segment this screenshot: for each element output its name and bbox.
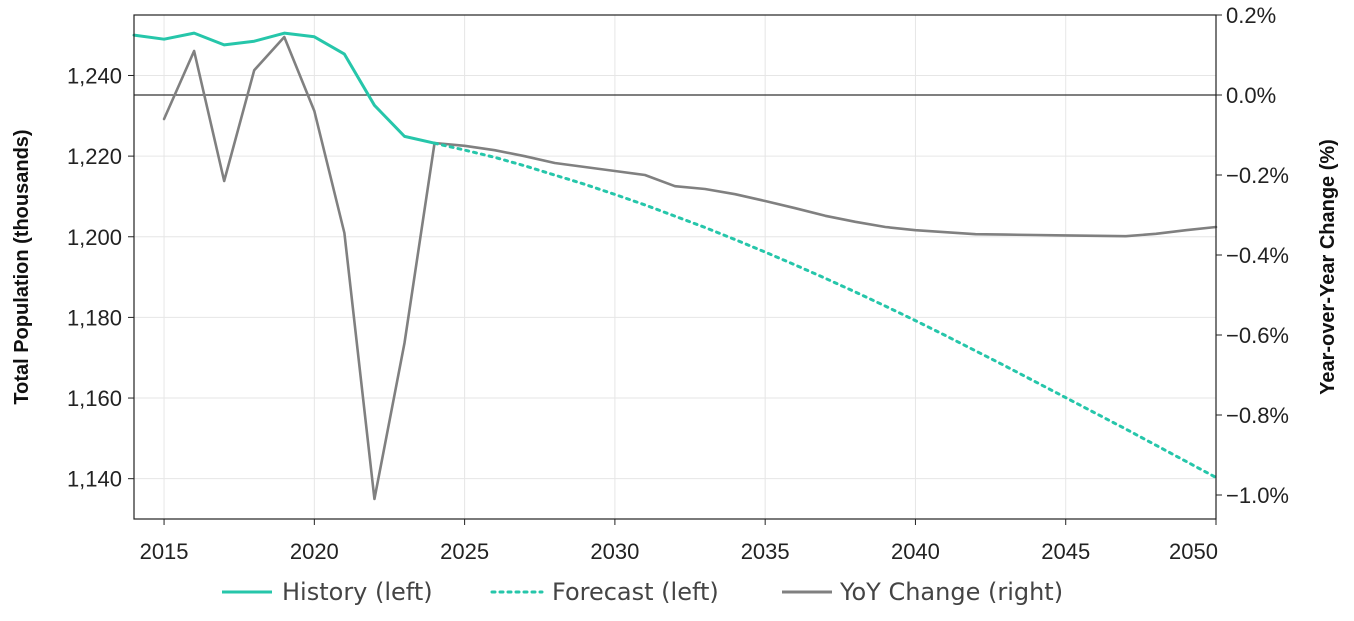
left-axis-ticks: 1,140 1,160 1,180 1,200 1,220 1,240	[67, 63, 134, 492]
legend-label-0: History (left)	[282, 578, 433, 606]
y2-tick-label: 0.2%	[1226, 3, 1276, 28]
x-tick-label: 2045	[1041, 539, 1090, 564]
right-axis-title: Year-over-Year Change (%)	[1317, 139, 1339, 395]
y-tick-label: 1,160	[67, 386, 122, 411]
y2-tick-label: 0.0%	[1226, 83, 1276, 108]
legend-label-1: Forecast (left)	[552, 578, 719, 606]
y2-tick-label: −0.2%	[1226, 163, 1289, 188]
series-line-2	[162, 35, 1218, 501]
x-tick-label: 2040	[891, 539, 940, 564]
x-axis-ticks: 2015 2020 2025 2030 2035 2040 2045 2050	[140, 519, 1218, 564]
left-axis-title: Total Population (thousands)	[11, 129, 33, 404]
series-layer	[132, 31, 1218, 501]
x-tick-label: 2020	[290, 539, 339, 564]
x-tick-label: 2035	[741, 539, 790, 564]
y2-tick-label: −1.0%	[1226, 483, 1289, 508]
right-axis-ticks: 0.2% 0.0% −0.2% −0.4% −0.6% −0.8% −1.0%	[1216, 3, 1289, 508]
legend: History (left) Forecast (left) YoY Change …	[222, 578, 1063, 606]
legend-label-2: YoY Change (right)	[839, 578, 1063, 606]
x-tick-label: 2050	[1169, 539, 1218, 564]
plot-frame	[133, 14, 1217, 520]
x-tick-label: 2015	[140, 539, 189, 564]
y2-tick-label: −0.8%	[1226, 403, 1289, 428]
grid-layer	[134, 15, 1217, 519]
y2-tick-label: −0.6%	[1226, 323, 1289, 348]
y-tick-label: 1,200	[67, 225, 122, 250]
y-tick-label: 1,240	[67, 63, 122, 88]
y-tick-label: 1,140	[67, 467, 122, 492]
y2-tick-label: −0.4%	[1226, 243, 1289, 268]
y-tick-label: 1,220	[67, 144, 122, 169]
x-tick-label: 2025	[440, 539, 489, 564]
series-line-1	[433, 141, 1218, 479]
x-tick-label: 2030	[590, 539, 639, 564]
y-tick-label: 1,180	[67, 305, 122, 330]
